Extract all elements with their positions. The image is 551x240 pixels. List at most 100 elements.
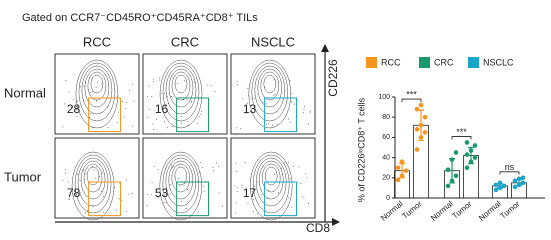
contour xyxy=(90,74,104,94)
data-point xyxy=(472,155,478,160)
flow-dot xyxy=(151,95,153,97)
legend-label: NSCLC xyxy=(483,57,514,67)
flow-dot xyxy=(170,193,172,195)
column-header: CRC xyxy=(171,34,199,49)
flow-dot xyxy=(200,110,202,112)
flow-dot xyxy=(125,210,127,212)
flow-dot xyxy=(128,89,130,91)
flow-dot xyxy=(172,125,174,127)
flow-dot xyxy=(164,92,166,94)
contour xyxy=(263,74,277,94)
gate-percentage: 78 xyxy=(67,186,81,200)
flow-dot xyxy=(183,185,185,187)
flow-dot xyxy=(93,169,95,171)
flow-dot xyxy=(266,123,268,125)
flow-dot xyxy=(163,202,165,204)
flow-dot xyxy=(92,206,94,208)
flow-title: Gated on CCR7⁻CD45RO⁺CD45RA⁺CD8⁺ TILs xyxy=(22,12,258,24)
contour xyxy=(249,151,293,221)
flow-dot xyxy=(298,166,300,168)
flow-dot xyxy=(153,129,155,131)
flow-dot xyxy=(77,100,79,102)
data-point xyxy=(497,180,503,186)
flow-dot xyxy=(260,194,262,196)
flow-dot xyxy=(218,166,220,168)
data-point xyxy=(395,177,401,183)
flow-dot xyxy=(180,200,182,202)
flow-dot xyxy=(280,167,282,169)
flow-dot xyxy=(300,183,302,185)
flow-dot xyxy=(200,162,202,164)
flow-dot xyxy=(212,167,214,169)
flow-dot xyxy=(122,100,124,102)
contour xyxy=(248,59,292,129)
x-tick-label: Tumor xyxy=(400,199,424,221)
flow-dot xyxy=(166,96,168,98)
flow-dot xyxy=(180,115,182,117)
gate xyxy=(264,181,298,217)
flow-dot xyxy=(118,198,120,200)
data-point xyxy=(516,182,522,188)
flow-dot xyxy=(70,106,72,108)
contour xyxy=(261,163,281,193)
flow-dot xyxy=(303,197,305,199)
data-point xyxy=(464,165,470,170)
significance-bracket xyxy=(451,136,472,140)
flow-dot xyxy=(121,200,123,202)
flow-dot xyxy=(306,177,308,179)
flow-dot xyxy=(169,183,171,185)
flow-dot xyxy=(290,101,292,103)
x-tick-label: Tumor xyxy=(450,199,474,221)
flow-dot xyxy=(166,127,168,129)
flow-dot xyxy=(201,166,203,168)
flow-dot xyxy=(76,188,78,190)
column-header: NSCLC xyxy=(251,34,295,49)
flow-dot xyxy=(133,100,135,102)
flow-dot xyxy=(184,80,186,82)
contour xyxy=(168,68,194,108)
flow-dot xyxy=(79,86,81,88)
flow-dot xyxy=(292,165,294,167)
flow-dot xyxy=(95,166,97,168)
flow-dot xyxy=(234,184,236,186)
flow-dot xyxy=(62,126,64,128)
flow-dot xyxy=(302,111,304,113)
flow-dot xyxy=(305,173,307,175)
data-point xyxy=(516,176,522,182)
flow-dot xyxy=(98,188,100,190)
flow-dot xyxy=(187,120,189,122)
flow-dot xyxy=(146,205,148,207)
flow-dot xyxy=(244,162,246,164)
flow-dot xyxy=(126,179,128,181)
flow-dot xyxy=(304,105,306,107)
flow-dot xyxy=(165,193,167,195)
flow-dot xyxy=(291,206,293,208)
data-point xyxy=(512,184,518,190)
contour xyxy=(171,163,191,193)
flow-dot xyxy=(65,79,67,81)
flow-dot xyxy=(234,212,236,214)
flow-dot xyxy=(160,93,162,95)
flow-dot xyxy=(210,85,212,87)
data-point xyxy=(414,106,420,112)
flow-dot xyxy=(181,122,183,124)
data-point xyxy=(418,122,424,128)
contour xyxy=(71,151,115,221)
legend-swatch xyxy=(468,57,479,68)
flow-dot xyxy=(193,81,195,83)
flow-dot xyxy=(156,118,158,120)
data-point xyxy=(445,183,451,189)
flow-dot xyxy=(68,91,70,93)
flow-dot xyxy=(76,112,78,114)
flow-dot xyxy=(276,111,278,113)
data-point xyxy=(520,180,526,186)
flow-dot xyxy=(206,84,208,86)
contour xyxy=(168,160,194,200)
flow-dot xyxy=(198,115,200,117)
flow-dot xyxy=(77,174,79,176)
flow-dot xyxy=(297,100,299,102)
flow-dot xyxy=(288,162,290,164)
contour xyxy=(258,160,284,200)
contour xyxy=(84,68,110,108)
